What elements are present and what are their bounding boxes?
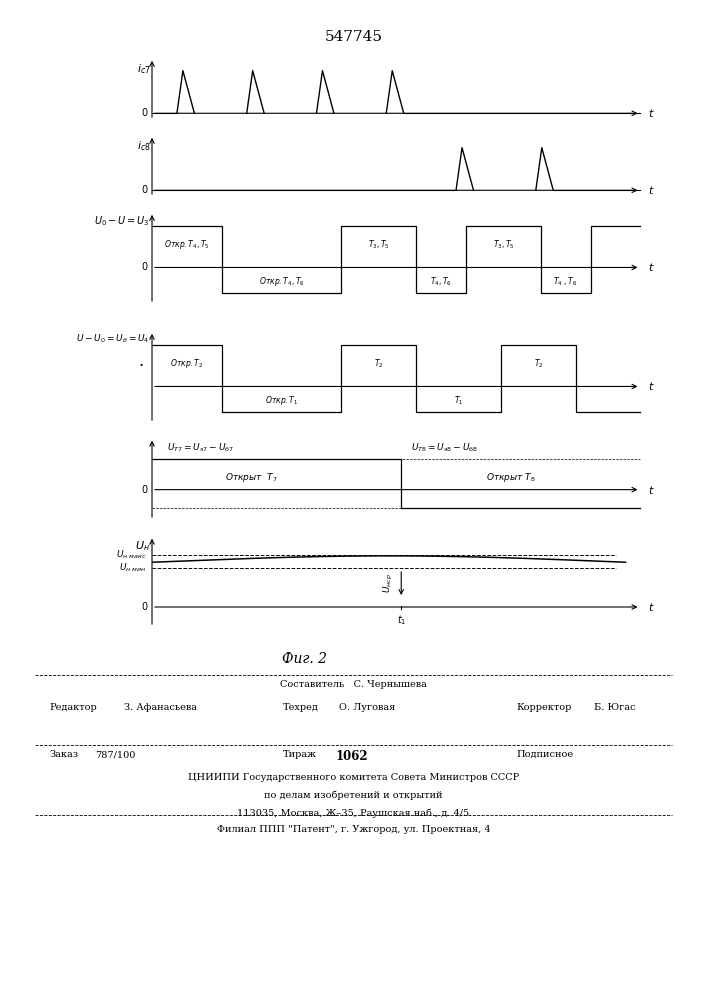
Text: 0: 0 [141, 485, 147, 495]
Text: 0: 0 [141, 602, 147, 612]
Text: $i_{c7}$: $i_{c7}$ [137, 62, 151, 76]
Text: $Откр.T_4,T_5$: $Откр.T_4,T_5$ [164, 238, 210, 251]
Text: Филиал ППП "Патент", г. Ужгород, ул. Проектная, 4: Филиал ППП "Патент", г. Ужгород, ул. Про… [216, 825, 491, 834]
Text: З. Афанасьева: З. Афанасьева [124, 703, 197, 712]
Text: 1062: 1062 [336, 750, 368, 763]
Text: $\ $: $\ $ [614, 240, 617, 249]
Text: $T_3,T_5$: $T_3,T_5$ [368, 238, 390, 251]
Text: ·: · [139, 357, 144, 375]
Text: по делам изобретений и открытий: по делам изобретений и открытий [264, 791, 443, 800]
Text: Подписное: Подписное [516, 750, 573, 759]
Text: 113035, Москва, Ж–35, Раушская наб., д. 4/5: 113035, Москва, Ж–35, Раушская наб., д. … [238, 809, 469, 818]
Text: $T_1$: $T_1$ [454, 394, 463, 407]
Text: 787/100: 787/100 [95, 750, 136, 759]
Text: Б. Югас: Б. Югас [594, 703, 636, 712]
Text: $U_{T7}=U_{\text{э}7}-U_{\text{б}7}$: $U_{T7}=U_{\text{э}7}-U_{\text{б}7}$ [167, 442, 234, 454]
Text: $t$: $t$ [648, 107, 655, 119]
Text: $t_1$: $t_1$ [397, 613, 406, 627]
Text: $U_{н\ мин}$: $U_{н\ мин}$ [119, 562, 147, 574]
Text: $Откр.T_2$: $Откр.T_2$ [170, 357, 204, 370]
Text: Заказ: Заказ [49, 750, 78, 759]
Text: 0: 0 [141, 185, 147, 195]
Text: Фиг. 2: Фиг. 2 [281, 652, 327, 666]
Text: $Откр.T_1$: $Откр.T_1$ [265, 394, 298, 407]
Text: Техред: Техред [283, 703, 319, 712]
Text: $T_2$: $T_2$ [534, 357, 543, 370]
Text: $t$: $t$ [648, 261, 655, 273]
Text: $t$: $t$ [648, 601, 655, 613]
Text: $T_3,T_5$: $T_3,T_5$ [493, 238, 514, 251]
Text: 0: 0 [141, 262, 147, 272]
Text: $Открыт\ T_8$: $Открыт\ T_8$ [486, 471, 536, 484]
Text: 0: 0 [141, 108, 147, 118]
Text: $Открыт\ \ T_7$: $Открыт\ \ T_7$ [226, 471, 278, 484]
Text: $U_0-U=U_3$: $U_0-U=U_3$ [94, 214, 149, 228]
Text: $U-U_0=U_б=U_4$: $U-U_0=U_б=U_4$ [76, 333, 149, 345]
Text: О. Луговая: О. Луговая [339, 703, 396, 712]
Text: $U_{н\ макс}$: $U_{н\ макс}$ [117, 548, 147, 561]
Text: $U_н$: $U_н$ [134, 540, 149, 553]
Text: 547745: 547745 [325, 30, 382, 44]
Text: $t$: $t$ [648, 380, 655, 392]
Text: ЦНИИПИ Государственного комитета Совета Министров СССР: ЦНИИПИ Государственного комитета Совета … [188, 773, 519, 782]
Text: Редактор: Редактор [49, 703, 98, 712]
Text: $i_{c8}$: $i_{c8}$ [137, 139, 151, 153]
Text: $T_4\ ,T_6$: $T_4\ ,T_6$ [554, 275, 578, 288]
Text: $T_4,T_6$: $T_4,T_6$ [430, 275, 452, 288]
Text: $t$: $t$ [648, 184, 655, 196]
Text: $U_{T8}=U_{\text{э}8}-U_{\text{б}8}$: $U_{T8}=U_{\text{э}8}-U_{\text{б}8}$ [411, 442, 478, 454]
Text: $T_2$: $T_2$ [374, 357, 384, 370]
Text: Тираж: Тираж [283, 750, 317, 759]
Text: $t$: $t$ [648, 484, 655, 496]
Text: $Откр.T_4,T_6$: $Откр.T_4,T_6$ [259, 275, 305, 288]
Text: Составитель   С. Чернышева: Составитель С. Чернышева [280, 680, 427, 689]
Text: $U_{нср}$: $U_{нср}$ [382, 574, 395, 593]
Text: Корректор: Корректор [516, 703, 571, 712]
